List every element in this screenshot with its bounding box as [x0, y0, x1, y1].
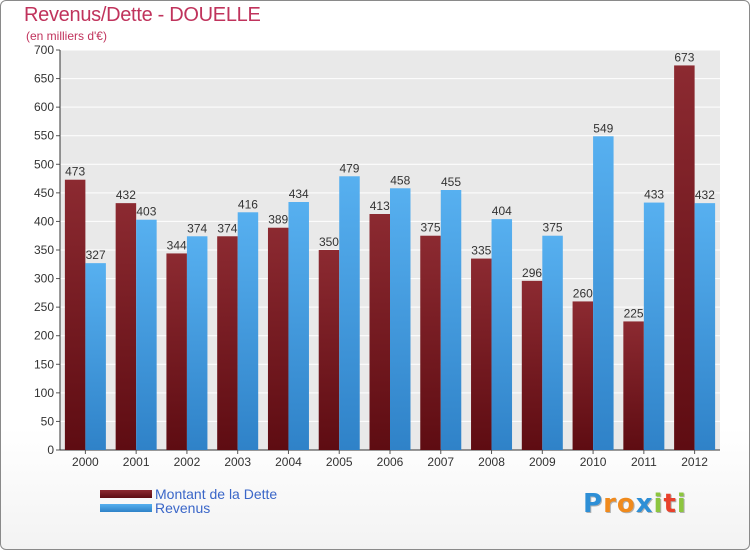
bar-revenus — [339, 176, 360, 451]
bar-dette — [674, 65, 695, 450]
logo-letter: r — [603, 489, 617, 519]
data-label: 432 — [695, 188, 715, 202]
x-tick-label: 2007 — [427, 455, 454, 469]
x-tick-label: 2009 — [529, 455, 556, 469]
y-tick-label: 600 — [34, 100, 54, 114]
bar-dette — [217, 236, 238, 450]
legend-swatch-revenus — [100, 504, 152, 512]
data-label: 389 — [268, 213, 288, 227]
y-tick-label: 100 — [34, 386, 54, 400]
x-tick-label: 2006 — [377, 455, 404, 469]
data-label: 416 — [238, 197, 258, 211]
y-tick-label: 350 — [34, 243, 54, 257]
bar-revenus — [237, 212, 259, 450]
y-tick-label: 400 — [34, 214, 54, 228]
data-label: 350 — [319, 235, 339, 249]
x-tick-label: 2003 — [224, 455, 251, 469]
bar-revenus — [643, 202, 665, 450]
bar-revenus — [390, 188, 411, 451]
bar-dette — [115, 203, 137, 450]
bar-revenus — [593, 136, 614, 451]
logo-letter: i — [676, 489, 687, 519]
data-label: 673 — [674, 50, 694, 64]
legend-label-revenus: Revenus — [155, 500, 211, 516]
data-label: 479 — [339, 161, 359, 175]
y-tick-label: 200 — [34, 329, 54, 343]
data-label: 374 — [187, 221, 207, 235]
x-tick-label: 2008 — [478, 455, 505, 469]
y-tick-label: 550 — [34, 129, 54, 143]
bar-dette — [64, 179, 86, 450]
data-label: 433 — [644, 188, 664, 202]
data-label: 335 — [471, 244, 491, 258]
chart-title: Revenus/Dette - DOUELLE — [24, 4, 261, 26]
y-tick-label: 500 — [34, 157, 54, 171]
x-tick-label: 2004 — [275, 455, 302, 469]
bar-revenus — [491, 219, 513, 450]
bar-revenus — [542, 235, 563, 450]
data-label: 549 — [593, 121, 613, 135]
data-label: 413 — [370, 199, 390, 213]
bar-dette — [572, 301, 594, 450]
data-label: 375 — [421, 221, 441, 235]
bar-dette — [318, 250, 340, 450]
data-label: 403 — [136, 205, 156, 219]
bar-dette — [623, 321, 644, 450]
data-label: 432 — [116, 188, 136, 202]
x-tick-label: 2002 — [174, 455, 201, 469]
y-tick-label: 700 — [34, 43, 54, 57]
y-tick-label: 250 — [34, 300, 54, 314]
data-label: 225 — [624, 306, 644, 320]
y-tick-label: 150 — [34, 357, 54, 371]
x-tick-label: 2001 — [123, 455, 150, 469]
data-label: 458 — [390, 173, 410, 187]
y-tick-label: 300 — [34, 272, 54, 286]
chart-subtitle: (en milliers d'€) — [26, 29, 107, 43]
logo-letter: i — [653, 489, 664, 519]
bar-revenus — [440, 190, 462, 450]
logo-letter: x — [635, 489, 654, 519]
data-label: 327 — [86, 248, 106, 262]
x-tick-label: 2010 — [580, 455, 607, 469]
data-label: 455 — [441, 175, 461, 189]
bar-dette — [166, 253, 187, 450]
y-tick-label: 50 — [41, 414, 55, 428]
y-tick-label: 0 — [47, 443, 54, 457]
logo-letter: o — [616, 489, 636, 519]
bar-dette — [267, 227, 289, 450]
data-label: 344 — [167, 238, 187, 252]
logo-letter: P — [583, 489, 604, 519]
bar-revenus — [288, 202, 309, 450]
bar-revenus — [85, 263, 106, 450]
bar-dette — [521, 280, 543, 450]
data-label: 375 — [543, 221, 563, 235]
y-tick-label: 450 — [34, 186, 54, 200]
bar-revenus — [694, 203, 716, 450]
bar-revenus — [136, 219, 157, 450]
x-tick-label: 2012 — [681, 455, 708, 469]
x-tick-label: 2005 — [326, 455, 353, 469]
bar-dette — [420, 235, 441, 450]
data-label: 404 — [492, 204, 512, 218]
data-label: 296 — [522, 266, 542, 280]
bar-dette — [369, 214, 390, 450]
x-tick-label: 2011 — [631, 455, 657, 469]
y-tick-label: 650 — [34, 72, 54, 86]
data-label: 473 — [65, 165, 85, 179]
proxiti-logo: Proxiti — [583, 489, 687, 519]
data-label: 260 — [573, 286, 593, 300]
bar-revenus — [186, 236, 208, 450]
x-tick-label: 2000 — [72, 455, 99, 469]
bar-dette — [471, 258, 492, 450]
legend-swatch-dette — [100, 490, 152, 498]
data-label: 434 — [289, 187, 309, 201]
logo-letter: t — [663, 489, 677, 519]
data-label: 374 — [217, 221, 237, 235]
legend-label-dette: Montant de la Dette — [155, 486, 278, 502]
